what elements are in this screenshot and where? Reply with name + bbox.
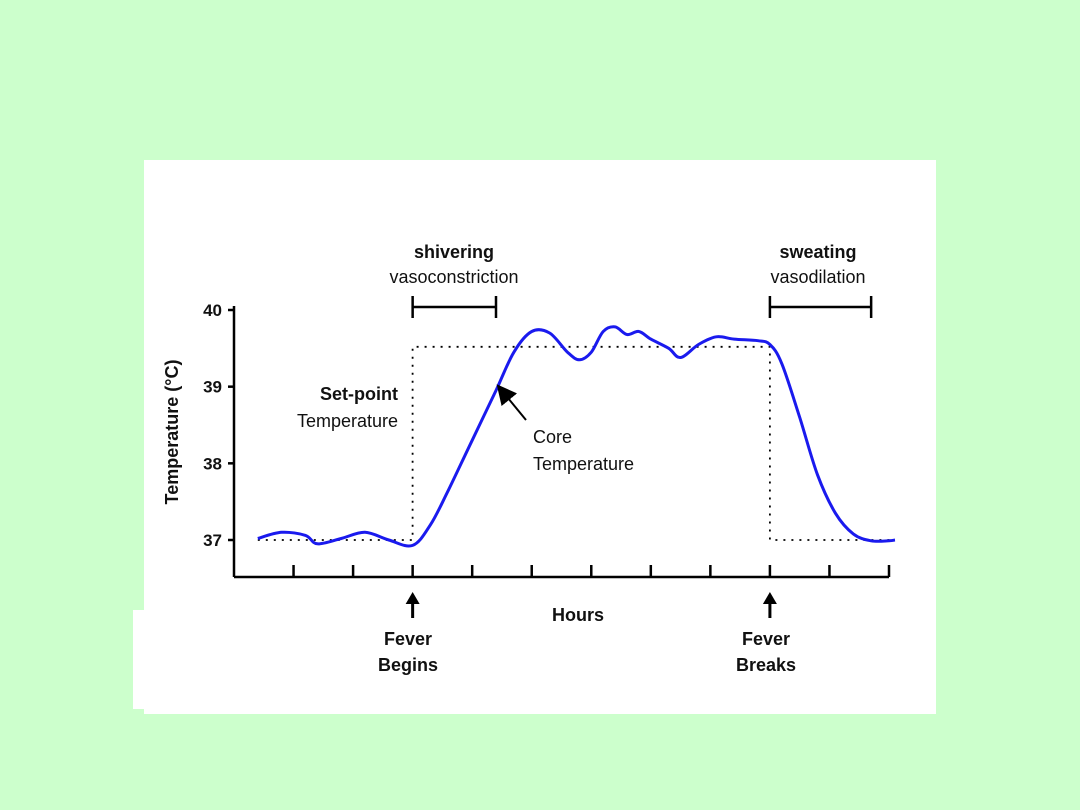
- event-arrows: [405, 592, 777, 618]
- vasodilation-label: vasodilation: [770, 267, 865, 287]
- fever-breaks-line2: Breaks: [736, 655, 796, 675]
- y-tick-label: 37: [203, 531, 222, 550]
- figure-panel: [144, 160, 936, 714]
- y-tick-label: 40: [203, 301, 222, 320]
- shivering-label: shivering: [414, 242, 494, 262]
- vasoconstriction-label: vasoconstriction: [389, 267, 518, 287]
- core-pointer-arrow: [496, 384, 527, 421]
- y-ticks: 37 38 39 40: [203, 301, 234, 550]
- figure-panel-edge: [133, 610, 145, 709]
- sweating-label: sweating: [779, 242, 856, 262]
- fever-breaks-line1: Fever: [742, 629, 790, 649]
- fever-begins-line1: Fever: [384, 629, 432, 649]
- sweating-bracket: [768, 296, 873, 318]
- series-core-line: [257, 325, 896, 548]
- fever-begins-arrow-head: [405, 592, 420, 604]
- core-label-line1: Core: [533, 427, 572, 447]
- shivering-bracket: [411, 296, 498, 318]
- series-setpoint-line: [257, 345, 895, 541]
- core-label-line2: Temperature: [533, 454, 634, 474]
- fever-begins-line2: Begins: [378, 655, 438, 675]
- setpoint-label-line1: Set-point: [320, 384, 398, 404]
- x-ticks: [292, 565, 891, 577]
- y-axis-title: Temperature (°C): [162, 360, 182, 505]
- fever-breaks-arrow-head: [762, 592, 777, 604]
- y-tick-label: 39: [203, 378, 222, 397]
- x-axis-title: Hours: [552, 605, 604, 625]
- y-tick-label: 38: [203, 454, 222, 473]
- setpoint-label-line2: Temperature: [297, 411, 398, 431]
